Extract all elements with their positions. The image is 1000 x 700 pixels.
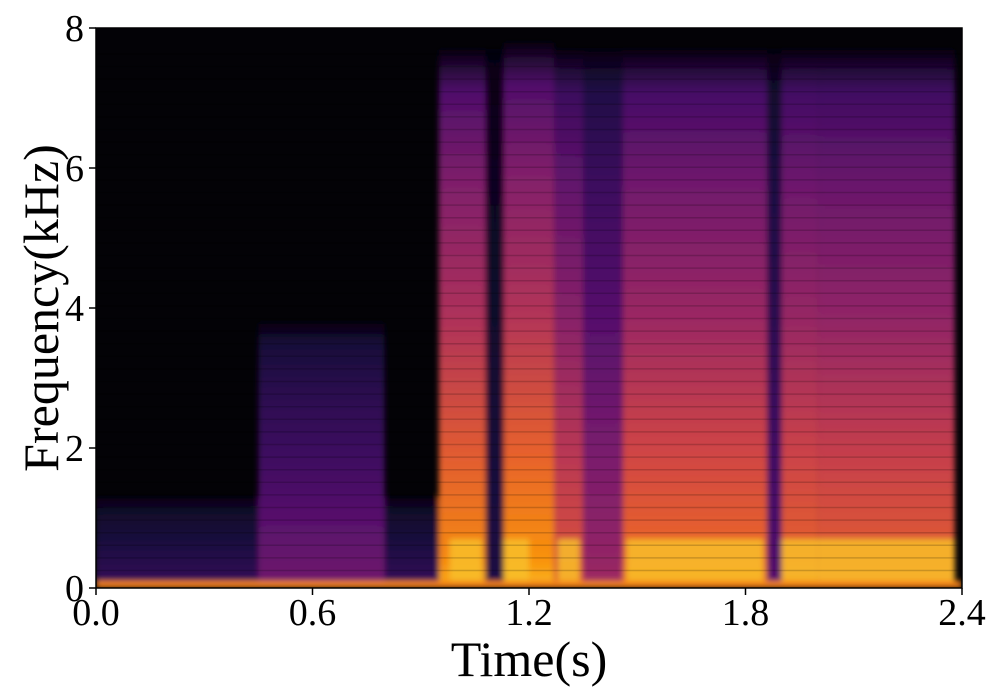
heatmap-segment [503,42,555,588]
x-tick-label: 1.2 [505,592,553,634]
x-tick-label: 0.6 [289,592,337,634]
heatmap-segment [781,49,818,588]
heatmap-segment [438,49,486,588]
heatmap-segment [485,49,504,588]
y-tick-label: 8 [65,8,84,50]
x-axis-label: Time(s) [451,631,608,687]
heatmap-segment [622,49,768,588]
heatmap-segment [817,49,955,588]
x-tick-label: 1.8 [722,592,770,634]
x-tick-label: 0.0 [72,592,120,634]
y-tick-label: 0 [65,568,84,610]
y-tick-label: 6 [65,148,84,190]
heatmap-low-band [503,539,529,588]
heatmap-low-band [449,539,483,588]
heatmap-segment [258,322,385,588]
harmonic-texture-layer [96,53,962,572]
y-tick-label: 4 [65,288,84,330]
heatmap-layer [96,42,962,588]
heatmap-low-band [817,539,955,588]
heatmap-low-band [626,539,764,588]
axes: 0.0 0.6 1.2 1.8 2.4 0 2 4 6 8 [65,8,986,634]
heatmap-segment [554,49,584,588]
y-axis-label: Frequency(kHz) [13,144,69,472]
plot-area [96,28,962,588]
x-tick-label: 2.4 [938,592,986,634]
heatmap-segment [767,49,782,588]
heatmap-low-band [781,539,818,588]
y-tick-label: 2 [65,428,84,470]
heatmap-baseline-band [96,581,962,588]
heatmap-low-band [557,539,580,588]
heatmap-segment [583,49,623,588]
